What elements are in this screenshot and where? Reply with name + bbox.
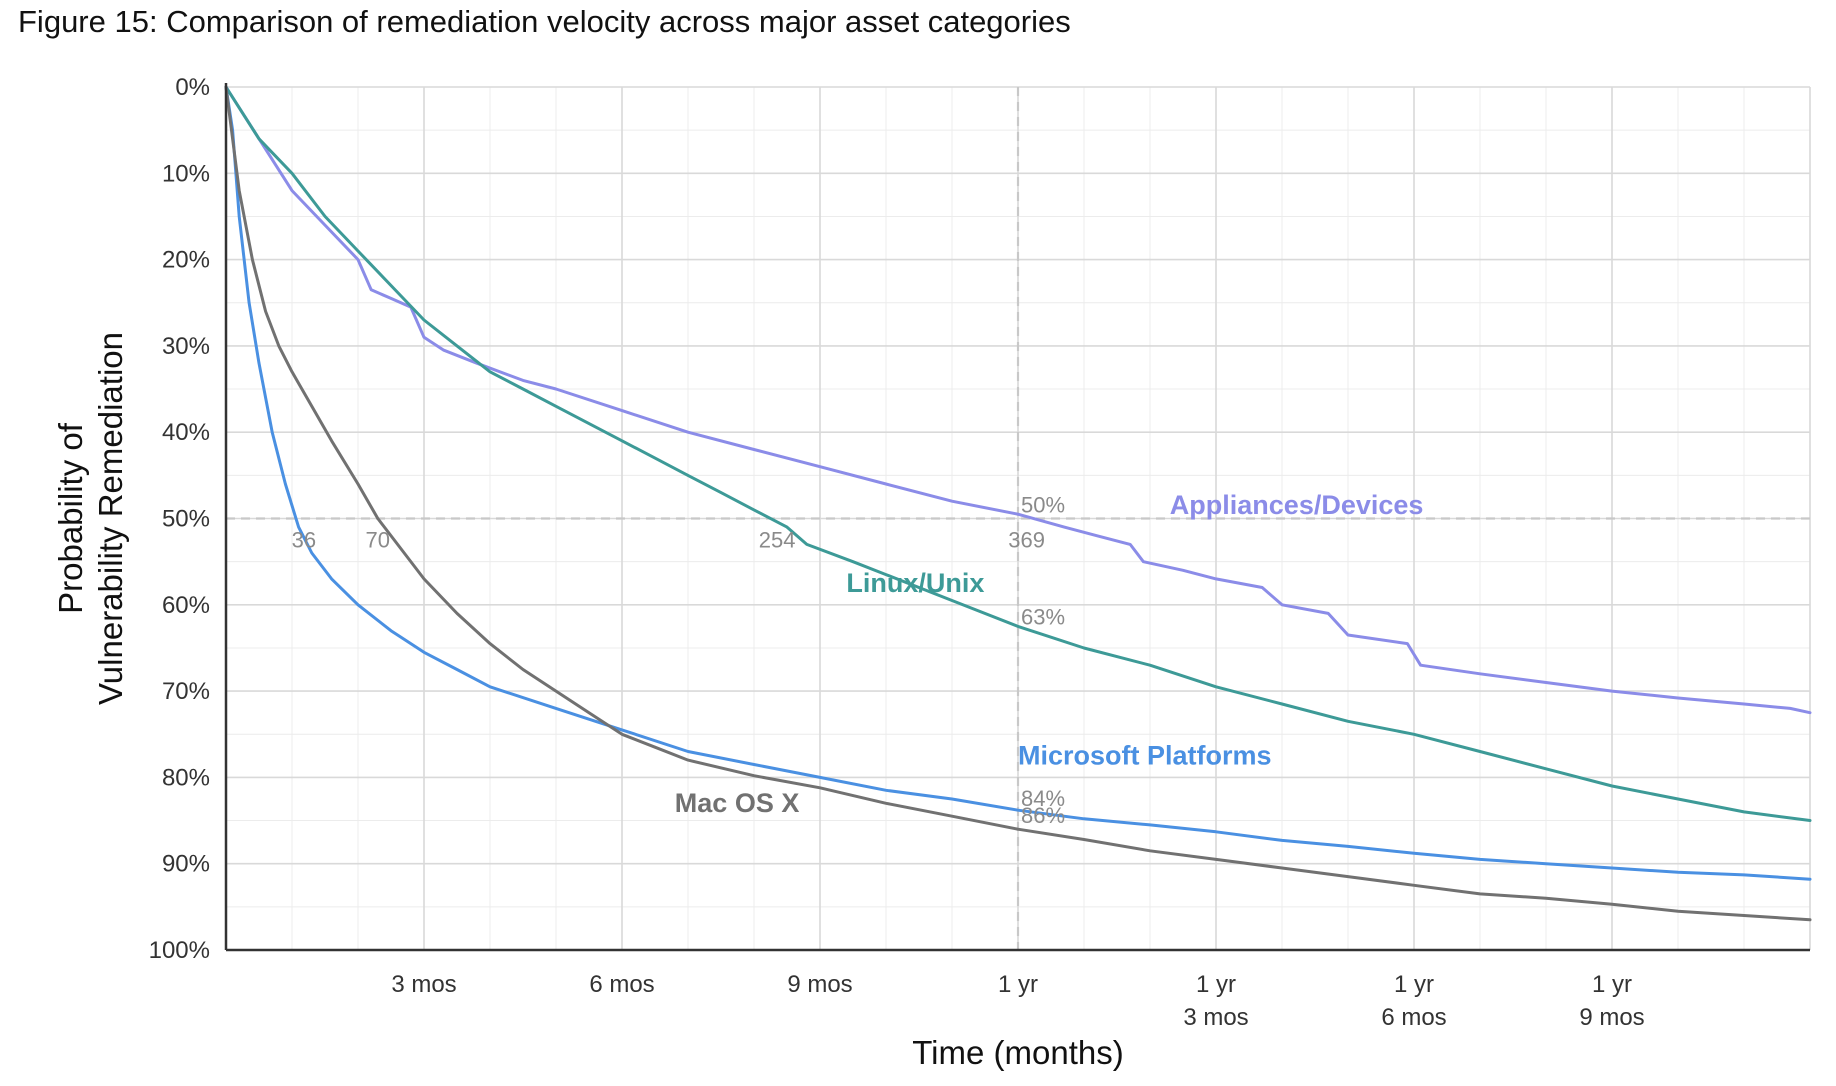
one-year-marker: 63% <box>1021 605 1065 630</box>
one-year-marker: 86% <box>1021 803 1065 828</box>
series-label-linux-unix: Linux/Unix <box>846 568 984 598</box>
y-tick-label: 40% <box>162 419 210 446</box>
x-tick-label: 6 mos <box>589 971 654 998</box>
series-line-appliances-devices <box>224 85 1812 715</box>
value-markers: 36 70 254 369 50% 63% 84%86% <box>292 493 1065 829</box>
y-tick-label: 100% <box>149 937 210 964</box>
y-tick-label: 10% <box>162 160 210 187</box>
x-tick-label: 1 yr 6 mos <box>1381 971 1446 1031</box>
y-tick-label: 70% <box>162 678 210 705</box>
half-life-marker: 70 <box>366 528 390 553</box>
figure-caption: Figure 15: Comparison of remediation vel… <box>18 4 1071 39</box>
axes <box>224 83 1810 952</box>
series-line-microsoft-platforms <box>224 85 1812 881</box>
half-life-marker: 36 <box>292 528 316 553</box>
y-tick-label: 0% <box>175 74 210 101</box>
x-tick-label: 1 yr 9 mos <box>1579 971 1644 1031</box>
series-lines <box>224 85 1812 922</box>
x-tick-label: 3 mos <box>391 971 456 998</box>
y-tick-label: 90% <box>162 851 210 878</box>
x-tick-labels: 3 mos 6 mos 9 mos 1 yr 1 yr 3 mos 1 yr 6 mos 1 y… <box>391 971 1644 1031</box>
half-life-marker: 369 <box>1008 528 1045 553</box>
reference-lines <box>226 87 1810 950</box>
y-tick-label: 80% <box>162 764 210 791</box>
series-label-mac-os-x: Mac OS X <box>675 788 800 818</box>
one-year-marker: 50% <box>1021 493 1065 518</box>
series-line-linux-unix <box>224 85 1812 822</box>
series-line-mac-os-x <box>224 85 1812 922</box>
half-life-marker: 254 <box>759 528 796 553</box>
y-tick-label: 20% <box>162 247 210 274</box>
x-tick-label: 1 yr <box>998 971 1038 998</box>
y-tick-label: 50% <box>162 506 210 533</box>
series-label-microsoft-platforms: Microsoft Platforms <box>1018 740 1272 770</box>
x-axis-label: Time (months) <box>912 1034 1123 1071</box>
series-label-appliances-devices: Appliances/Devices <box>1170 490 1424 520</box>
y-axis-label: Probability ofVulnerability Remediation <box>52 332 129 705</box>
y-tick-labels: 0% 10% 20% 30% 40% 50% 60% 70% 80% 90% 100% <box>149 74 210 964</box>
series-labels: Appliances/Devices Linux/Unix Microsoft Pl… <box>675 490 1424 818</box>
x-tick-label: 9 mos <box>787 971 852 998</box>
x-tick-label: 1 yr 3 mos <box>1183 971 1248 1031</box>
y-tick-label: 30% <box>162 333 210 360</box>
y-tick-label: 60% <box>162 592 210 619</box>
one-year-marker: 84% <box>1021 786 1065 811</box>
